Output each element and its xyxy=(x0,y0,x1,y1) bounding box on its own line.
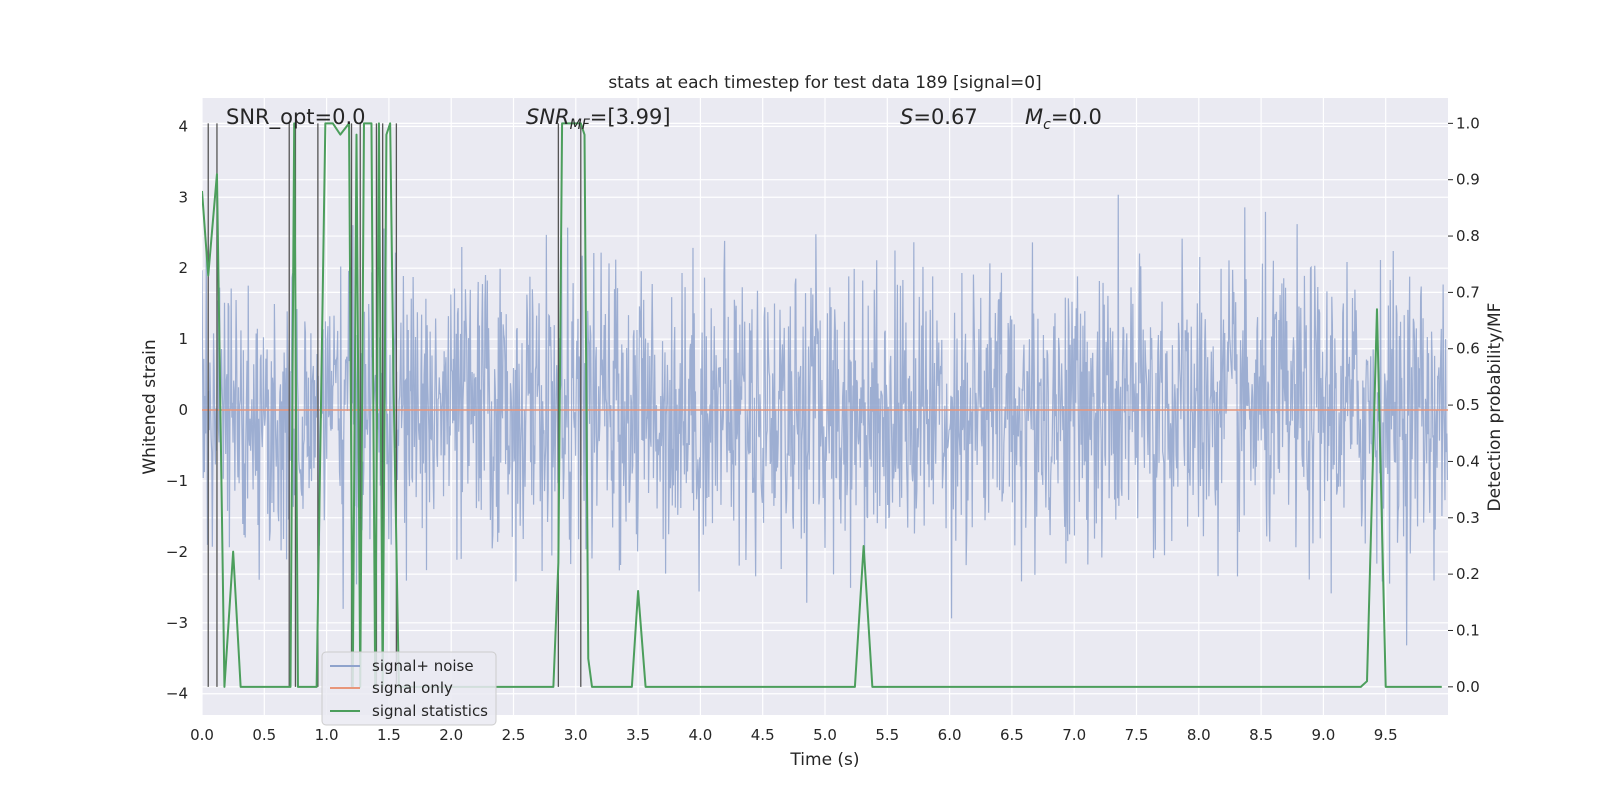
y-tick-label: −2 xyxy=(166,543,188,561)
y-axis-label: Whitened strain xyxy=(140,339,160,474)
x-tick-label: 3.0 xyxy=(564,726,588,744)
annotation-mc: Mc=0.0 xyxy=(1025,105,1102,133)
legend-box xyxy=(321,651,497,726)
y-tick-label: 0 xyxy=(178,401,188,419)
y-right-tick-label: 1.0 xyxy=(1456,114,1480,132)
x-tick-label: 4.0 xyxy=(688,726,712,744)
y-axis-label-right: Detection probability/MF xyxy=(1485,303,1505,512)
y-tick-label: −4 xyxy=(166,685,188,703)
y-right-tick-labels: 1.0 0.9 0.8 0.7 0.6 0.5 0.4 0.3 0.2 0.1 0.0 xyxy=(1448,114,1480,696)
y-tick-label: 3 xyxy=(178,188,188,206)
x-tick-label: 3.5 xyxy=(626,726,650,744)
annotation-snr-mf: SNRMF=[3.99] xyxy=(526,105,671,133)
x-tick-label: 6.0 xyxy=(938,726,962,744)
x-tick-label: 9.5 xyxy=(1374,726,1398,744)
legend-label-signal: signal only xyxy=(372,679,453,697)
x-tick-label: 1.5 xyxy=(377,726,401,744)
x-axis-label: Time (s) xyxy=(789,750,859,770)
y-tick-label: 1 xyxy=(178,330,188,348)
noise-line xyxy=(202,194,1448,646)
x-tick-label: 6.5 xyxy=(1000,726,1024,744)
y-right-tick-label: 0.4 xyxy=(1456,452,1480,470)
y-tick-labels: 4 3 2 1 0 −1 −2 −3 −4 xyxy=(166,117,188,702)
y-right-tick-label: 0.1 xyxy=(1456,621,1480,639)
legend: signal+ noise signal only signal statist… xyxy=(321,651,497,726)
x-tick-label: 9.0 xyxy=(1311,726,1335,744)
y-right-tick-label: 0.7 xyxy=(1456,283,1480,301)
x-tick-labels: 0.0 0.5 1.0 1.5 2.0 2.5 3.0 3.5 4.0 4.5 5.0 5.5 6.0 6… xyxy=(190,726,1398,744)
x-tick-label: 5.5 xyxy=(875,726,899,744)
y-right-tick-label: 0.6 xyxy=(1456,340,1480,358)
x-tick-label: 2.0 xyxy=(439,726,463,744)
x-tick-label: 8.0 xyxy=(1187,726,1211,744)
y-right-tick-label: 0.3 xyxy=(1456,509,1480,527)
chart-title: stats at each timestep for test data 189… xyxy=(608,73,1041,93)
y-tick-label: 4 xyxy=(178,117,188,135)
x-tick-label: 0.5 xyxy=(252,726,276,744)
y-right-tick-label: 0.5 xyxy=(1456,396,1480,414)
y-right-tick-label: 0.9 xyxy=(1456,171,1480,189)
x-tick-label: 0.0 xyxy=(190,726,214,744)
x-tick-label: 8.5 xyxy=(1249,726,1273,744)
annotation-s: S=0.67 xyxy=(900,105,978,129)
y-right-tick-label: 0.8 xyxy=(1456,227,1480,245)
x-tick-label: 5.0 xyxy=(813,726,837,744)
x-tick-label: 7.5 xyxy=(1125,726,1149,744)
legend-label-noise: signal+ noise xyxy=(372,657,474,675)
x-tick-label: 4.5 xyxy=(751,726,775,744)
y-right-tick-label: 0.0 xyxy=(1456,678,1480,696)
y-tick-label: 2 xyxy=(178,259,188,277)
legend-label-stats: signal statistics xyxy=(372,702,488,720)
x-tick-label: 2.5 xyxy=(502,726,526,744)
x-tick-label: 1.0 xyxy=(315,726,339,744)
y-tick-label: −3 xyxy=(166,614,188,632)
y-right-tick-label: 0.2 xyxy=(1456,565,1480,583)
annotation-snr-opt: SNR_opt=0.0 xyxy=(226,105,366,130)
series-signal-noise xyxy=(202,194,1448,646)
x-tick-label: 7.0 xyxy=(1062,726,1086,744)
y-tick-label: −1 xyxy=(166,472,188,490)
